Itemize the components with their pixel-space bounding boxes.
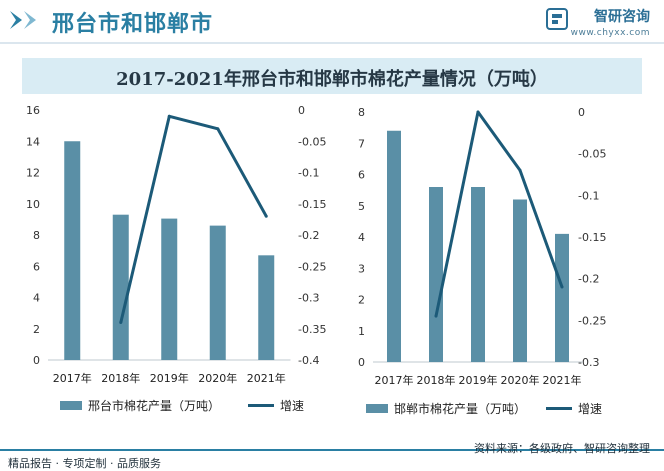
y-tick-label: 0 [33, 354, 40, 367]
y-tick-label: 0 [358, 356, 365, 369]
y2-tick-label: -0.05 [578, 148, 606, 161]
y-tick-label: 8 [358, 106, 365, 119]
bar [209, 225, 226, 360]
y-tick-label: 4 [33, 292, 40, 305]
y-tick-label: 14 [26, 135, 40, 148]
y2-tick-label: -0.2 [298, 229, 319, 242]
page-title: 邢台市和邯郸市 [52, 11, 214, 37]
x-tick-label: 2019年 [459, 373, 498, 387]
legend-right: 邯郸市棉花产量（万吨） 增速 [366, 400, 602, 417]
y-tick-label: 2 [33, 323, 40, 336]
legend-line-label-right: 增速 [578, 402, 603, 416]
legend-left: 邢台市棉花产量（万吨） 增速 [60, 397, 304, 414]
growth-point [434, 314, 438, 318]
y2-tick-label: -0.25 [578, 314, 606, 327]
growth-point [264, 214, 268, 218]
bar [387, 130, 401, 362]
y2-tick-label: -0.3 [298, 292, 319, 305]
growth-line [434, 110, 564, 317]
double-arrow-icon [10, 11, 36, 29]
growth-point [216, 127, 220, 131]
x-tick-label: 2020年 [501, 373, 540, 387]
bar [471, 187, 485, 362]
brand-name: 智研咨询 [594, 9, 650, 25]
brand-url: www.chyxx.com [570, 28, 650, 38]
source-note: 资料来源：各级政府、智研咨询整理 [474, 442, 650, 455]
header-divider [0, 42, 664, 44]
legend-bar-swatch [366, 404, 388, 413]
x-tick-label: 2017年 [375, 373, 414, 387]
y-tick-label: 2 [358, 294, 365, 307]
y2-tick-label: -0.15 [578, 231, 606, 244]
y-tick-label: 6 [358, 169, 365, 182]
y-tick-label: 1 [358, 325, 365, 338]
bar [429, 187, 443, 362]
x-tick-label: 2018年 [417, 373, 456, 387]
y-tick-label: 8 [33, 229, 40, 242]
x-tick-label: 2017年 [53, 371, 92, 385]
x-tick-label: 2020年 [198, 371, 237, 385]
y-tick-label: 5 [358, 200, 365, 213]
y2-tick-label: -0.1 [578, 189, 599, 202]
growth-line [119, 114, 268, 323]
x-tick-label: 2019年 [150, 371, 189, 385]
y2-tick-label: -0.1 [298, 167, 319, 180]
growth-point [167, 114, 171, 118]
y2-tick-label: -0.15 [298, 198, 326, 211]
bar [513, 199, 527, 362]
y2-tick-label: -0.2 [578, 273, 599, 286]
y-tick-label: 3 [358, 262, 365, 275]
brand-logo-icon [546, 8, 568, 30]
bar [555, 233, 569, 362]
y-tick-label: 12 [26, 167, 40, 180]
y2-tick-label: -0.4 [298, 354, 319, 367]
x-tick-label: 2021年 [247, 371, 286, 385]
top-header-bar: 邢台市和邯郸市 智研咨询 www.chyxx.com [0, 0, 664, 40]
y-tick-label: 7 [358, 137, 365, 150]
y-tick-label: 4 [358, 231, 365, 244]
legend-line-label-left: 增速 [280, 399, 305, 413]
footer-divider [0, 449, 664, 451]
chart-title-banner: 2017-2021年邢台市和邯郸市棉花产量情况（万吨） [22, 58, 642, 94]
legend-bar-swatch [60, 401, 82, 410]
growth-point [119, 321, 123, 324]
brand-block: 智研咨询 www.chyxx.com [571, 6, 650, 38]
y-tick-label: 6 [33, 260, 40, 273]
legend-bar-label-left: 邢台市棉花产量（万吨） [88, 399, 221, 413]
y2-tick-label: -0.35 [298, 323, 326, 336]
y2-tick-label: 0 [298, 104, 305, 117]
y2-tick-label: -0.3 [578, 356, 599, 369]
y2-tick-label: -0.05 [298, 135, 326, 148]
growth-point [476, 110, 480, 114]
legend-line-swatch [248, 404, 275, 407]
bar [64, 141, 81, 360]
x-tick-label: 2021年 [543, 373, 582, 387]
bar [161, 218, 178, 360]
x-tick-label: 2018年 [101, 371, 140, 385]
y-tick-label: 10 [26, 198, 40, 211]
y2-tick-label: -0.25 [298, 260, 326, 273]
bar [112, 214, 129, 360]
y2-tick-label: 0 [578, 106, 585, 119]
growth-point [518, 168, 522, 172]
chart-title: 2017-2021年邢台市和邯郸市棉花产量情况（万吨） [116, 69, 548, 90]
y-tick-label: 16 [26, 104, 40, 117]
footer-slogan: 精品报告 · 专项定制 · 品质服务 [8, 457, 161, 470]
legend-bar-label-right: 邯郸市棉花产量（万吨） [394, 402, 527, 416]
growth-point [560, 285, 564, 289]
bar [258, 255, 275, 360]
legend-line-swatch [546, 407, 573, 410]
